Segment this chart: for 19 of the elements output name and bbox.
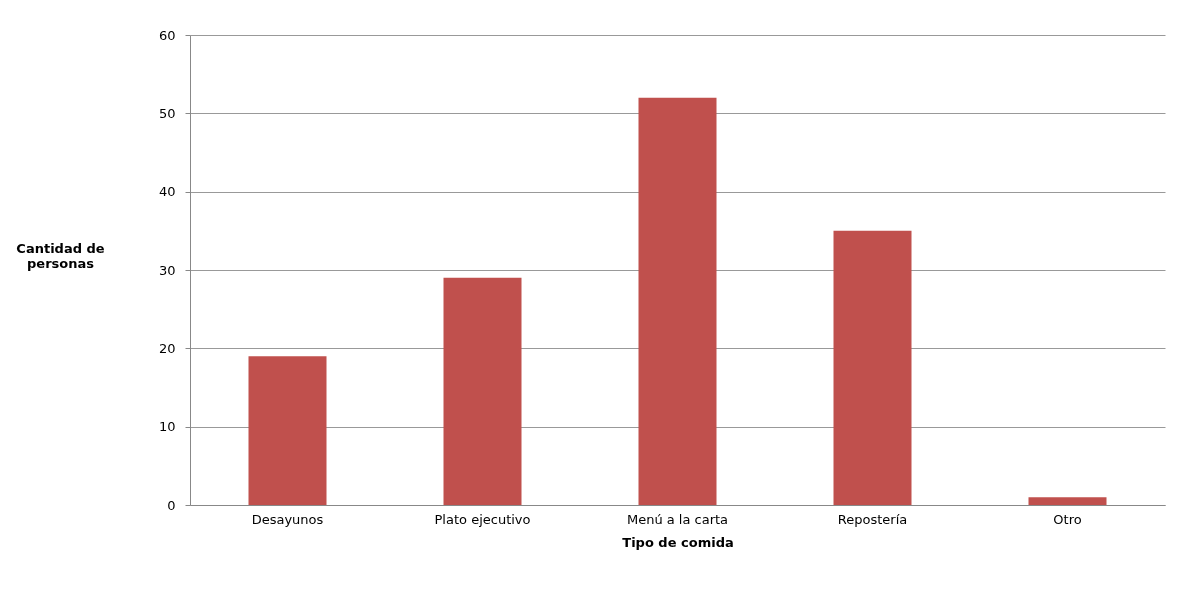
x-tick-label: Plato ejecutivo	[434, 511, 531, 527]
bar	[443, 277, 522, 505]
x-tick-label: Menú a la carta	[626, 511, 729, 527]
x-tick-label: Repostería	[837, 511, 908, 527]
x-tick-label: Desayunos	[251, 511, 324, 527]
y-tick-label: 60	[158, 27, 176, 43]
x-tick-label: Otro	[1053, 511, 1082, 527]
y-tick-label: 50	[158, 105, 176, 121]
y-tick-label: 20	[158, 340, 176, 356]
y-tick-label: 10	[158, 419, 176, 435]
y-tick-label: 30	[158, 262, 176, 278]
x-axis-title: Tipo de comida	[622, 534, 734, 550]
bar	[1028, 497, 1107, 505]
y-tick-label: 0	[167, 497, 176, 513]
y-tick-label: 40	[158, 184, 176, 200]
y-axis-title: Cantidad de personas	[16, 240, 105, 271]
bar	[248, 356, 327, 505]
bar	[638, 97, 717, 505]
bar	[833, 230, 912, 505]
